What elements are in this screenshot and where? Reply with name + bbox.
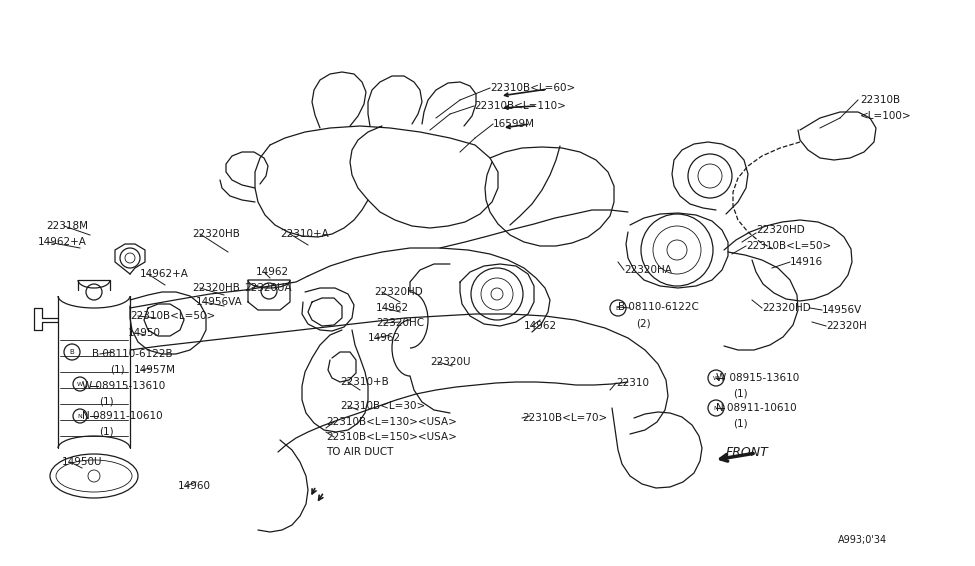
Text: 14962: 14962 bbox=[524, 321, 557, 331]
Text: 22318M: 22318M bbox=[46, 221, 88, 231]
Text: N 08911-10610: N 08911-10610 bbox=[716, 403, 797, 413]
Text: 22320U: 22320U bbox=[430, 357, 471, 367]
Text: 22320HB: 22320HB bbox=[192, 229, 240, 239]
Text: 14962+A: 14962+A bbox=[38, 237, 87, 247]
Text: 22310+A: 22310+A bbox=[280, 229, 329, 239]
Text: 22320HD: 22320HD bbox=[762, 303, 811, 313]
Text: (1): (1) bbox=[733, 389, 748, 399]
Text: 14956VA: 14956VA bbox=[196, 297, 243, 307]
Text: 22310+B: 22310+B bbox=[340, 377, 389, 387]
Text: 14916: 14916 bbox=[790, 257, 823, 267]
Text: 22310B<L=70>: 22310B<L=70> bbox=[522, 413, 607, 423]
Text: 22310B<L=30>: 22310B<L=30> bbox=[340, 401, 425, 411]
Text: 22320HB: 22320HB bbox=[192, 283, 240, 293]
Text: 14950: 14950 bbox=[128, 328, 161, 338]
Text: 14957M: 14957M bbox=[134, 365, 176, 375]
Text: 14960: 14960 bbox=[178, 481, 211, 491]
Text: N 08911-10610: N 08911-10610 bbox=[82, 411, 163, 421]
Text: 14956V: 14956V bbox=[822, 305, 862, 315]
Text: (1): (1) bbox=[99, 397, 114, 407]
Text: 14962: 14962 bbox=[256, 267, 290, 277]
Text: 22310B<L=150><USA>: 22310B<L=150><USA> bbox=[326, 432, 457, 442]
Text: W 08915-13610: W 08915-13610 bbox=[716, 373, 800, 383]
Text: W: W bbox=[77, 381, 83, 387]
Text: 22310B<L=130><USA>: 22310B<L=130><USA> bbox=[326, 417, 457, 427]
Text: 22320H: 22320H bbox=[826, 321, 867, 331]
Text: 22320HD: 22320HD bbox=[374, 287, 423, 297]
Text: 22320HA: 22320HA bbox=[624, 265, 672, 275]
Text: (2): (2) bbox=[636, 318, 650, 328]
Text: N: N bbox=[714, 405, 719, 410]
Text: B: B bbox=[69, 349, 74, 355]
Text: 22320UA: 22320UA bbox=[244, 283, 292, 293]
Text: B: B bbox=[616, 306, 620, 311]
Text: 22310B<L=50>: 22310B<L=50> bbox=[746, 241, 832, 251]
Text: B 08110-6122C: B 08110-6122C bbox=[618, 302, 699, 312]
Text: 16599M: 16599M bbox=[493, 119, 535, 129]
Text: 22310: 22310 bbox=[616, 378, 649, 388]
Text: 22310B<L=50>: 22310B<L=50> bbox=[130, 311, 215, 321]
Text: TO AIR DUCT: TO AIR DUCT bbox=[326, 447, 393, 457]
Text: N: N bbox=[78, 414, 82, 418]
Text: W 08915-13610: W 08915-13610 bbox=[82, 381, 165, 391]
Text: (1): (1) bbox=[99, 427, 114, 437]
Text: 22310B<L=110>: 22310B<L=110> bbox=[474, 101, 566, 111]
Text: 14962+A: 14962+A bbox=[140, 269, 189, 279]
Text: A993;0'34: A993;0'34 bbox=[838, 535, 887, 545]
Text: 22310B<L=60>: 22310B<L=60> bbox=[490, 83, 575, 93]
Text: 14950U: 14950U bbox=[62, 457, 102, 467]
Text: FRONT: FRONT bbox=[726, 447, 768, 460]
Text: 14962: 14962 bbox=[376, 303, 410, 313]
Text: <L=100>: <L=100> bbox=[860, 111, 912, 121]
Text: W: W bbox=[713, 375, 720, 380]
Text: 22320HC: 22320HC bbox=[376, 318, 424, 328]
Text: (1): (1) bbox=[733, 419, 748, 429]
Text: 14962: 14962 bbox=[368, 333, 401, 343]
Text: (1): (1) bbox=[110, 365, 125, 375]
Text: 22320HD: 22320HD bbox=[756, 225, 804, 235]
Text: B 08110-6122B: B 08110-6122B bbox=[92, 349, 173, 359]
Text: 22310B: 22310B bbox=[860, 95, 900, 105]
